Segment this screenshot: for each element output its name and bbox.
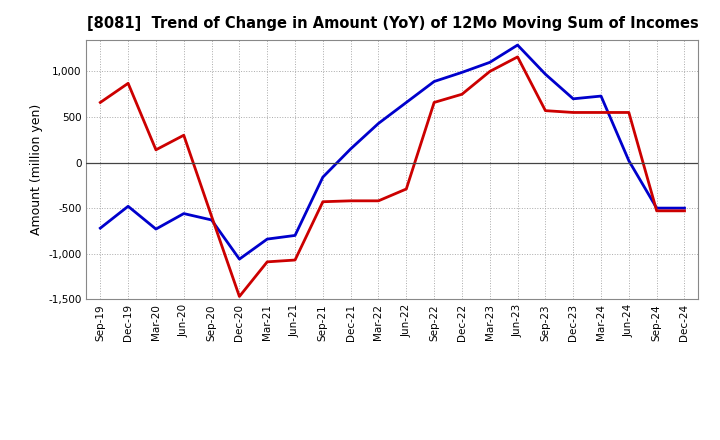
Ordinary Income: [597, 93, 606, 99]
Ordinary Income: [291, 233, 300, 238]
Net Income: [458, 92, 467, 97]
Net Income: [96, 100, 104, 105]
Ordinary Income: [402, 100, 410, 105]
Ordinary Income: [458, 70, 467, 75]
Net Income: [179, 132, 188, 138]
Ordinary Income: [346, 146, 355, 151]
Ordinary Income: [569, 96, 577, 102]
Line: Net Income: Net Income: [100, 57, 685, 297]
Ordinary Income: [374, 121, 383, 126]
Ordinary Income: [263, 236, 271, 242]
Net Income: [235, 294, 243, 299]
Ordinary Income: [541, 72, 550, 77]
Net Income: [513, 54, 522, 59]
Net Income: [680, 208, 689, 213]
Net Income: [652, 208, 661, 213]
Title: [8081]  Trend of Change in Amount (YoY) of 12Mo Moving Sum of Incomes: [8081] Trend of Change in Amount (YoY) o…: [86, 16, 698, 32]
Ordinary Income: [235, 257, 243, 262]
Ordinary Income: [96, 226, 104, 231]
Net Income: [263, 259, 271, 264]
Ordinary Income: [318, 175, 327, 180]
Net Income: [402, 187, 410, 192]
Line: Ordinary Income: Ordinary Income: [100, 45, 685, 259]
Ordinary Income: [207, 217, 216, 223]
Net Income: [152, 147, 161, 152]
Ordinary Income: [485, 60, 494, 65]
Net Income: [485, 69, 494, 74]
Net Income: [318, 199, 327, 204]
Net Income: [597, 110, 606, 115]
Net Income: [291, 257, 300, 263]
Net Income: [569, 110, 577, 115]
Ordinary Income: [513, 42, 522, 48]
Ordinary Income: [152, 227, 161, 232]
Ordinary Income: [124, 204, 132, 209]
Ordinary Income: [624, 158, 633, 163]
Y-axis label: Amount (million yen): Amount (million yen): [30, 104, 42, 235]
Net Income: [374, 198, 383, 203]
Net Income: [124, 81, 132, 86]
Net Income: [207, 214, 216, 219]
Net Income: [346, 198, 355, 203]
Ordinary Income: [652, 205, 661, 211]
Net Income: [541, 108, 550, 113]
Ordinary Income: [680, 205, 689, 211]
Ordinary Income: [430, 79, 438, 84]
Net Income: [624, 110, 633, 115]
Net Income: [430, 100, 438, 105]
Ordinary Income: [179, 211, 188, 216]
